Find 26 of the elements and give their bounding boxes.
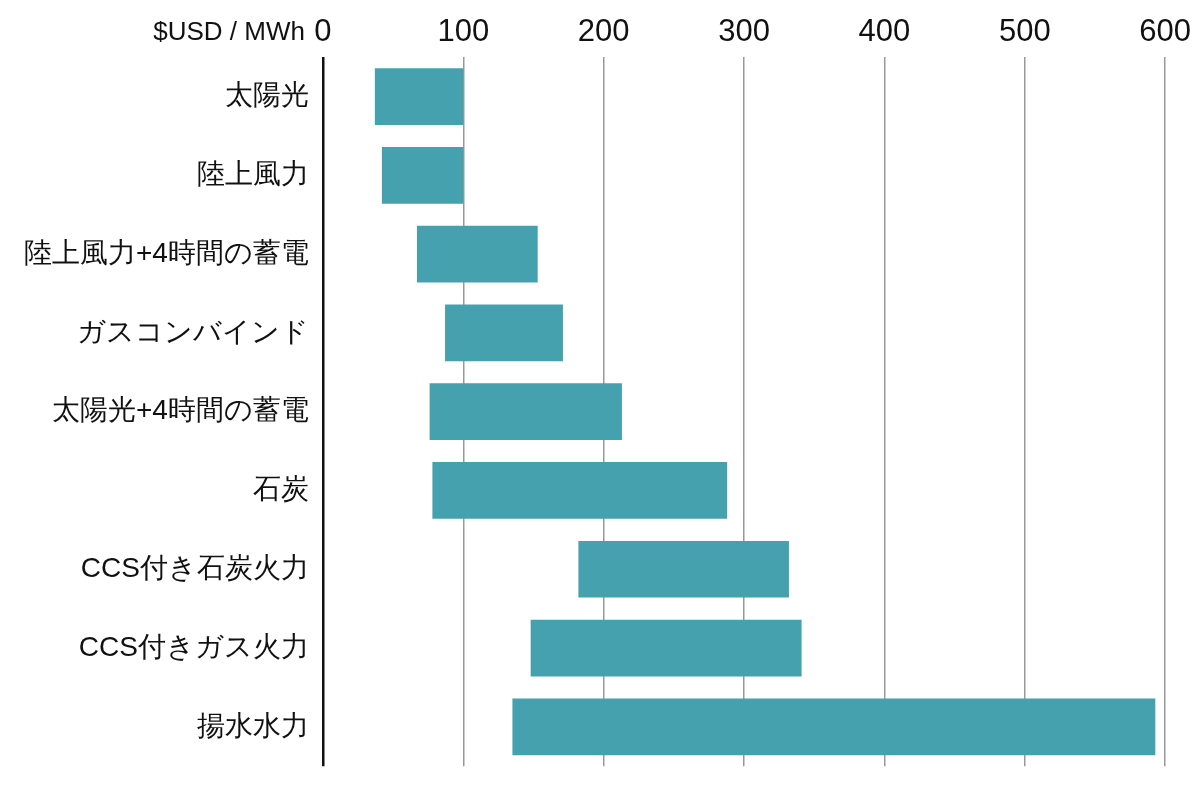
x-axis-title: $USD / MWh <box>153 15 305 46</box>
bar <box>445 304 563 362</box>
x-tick-label: 600 <box>1139 13 1192 49</box>
bar <box>374 68 464 125</box>
y-tick-label: CCS付き石炭火力 <box>80 551 309 583</box>
bar <box>512 698 1156 756</box>
x-tick-label: 500 <box>998 13 1051 49</box>
bar <box>381 147 464 204</box>
bar <box>432 462 728 519</box>
x-tick-label: 300 <box>718 13 770 49</box>
bar <box>578 540 789 598</box>
x-tick-label: 200 <box>577 13 630 49</box>
y-tick-label: 太陽光 <box>224 79 309 111</box>
y-tick-label: ガスコンバインド <box>76 315 309 347</box>
y-tick-label: 陸上風力 <box>196 158 309 190</box>
bar <box>429 383 622 441</box>
x-tick-label: 400 <box>858 13 911 49</box>
y-tick-label: CCS付きガス火力 <box>78 630 309 662</box>
bar <box>530 619 802 677</box>
y-tick-label: 揚水水力 <box>196 709 309 741</box>
x-tick-label: 100 <box>437 13 490 49</box>
bar <box>416 225 538 283</box>
y-tick-label: 石炭 <box>252 473 309 505</box>
x-tick-label: 0 <box>314 13 332 49</box>
y-tick-label: 陸上風力+4時間の蓄電 <box>23 236 309 268</box>
y-tick-label: 太陽光+4時間の蓄電 <box>51 394 309 426</box>
